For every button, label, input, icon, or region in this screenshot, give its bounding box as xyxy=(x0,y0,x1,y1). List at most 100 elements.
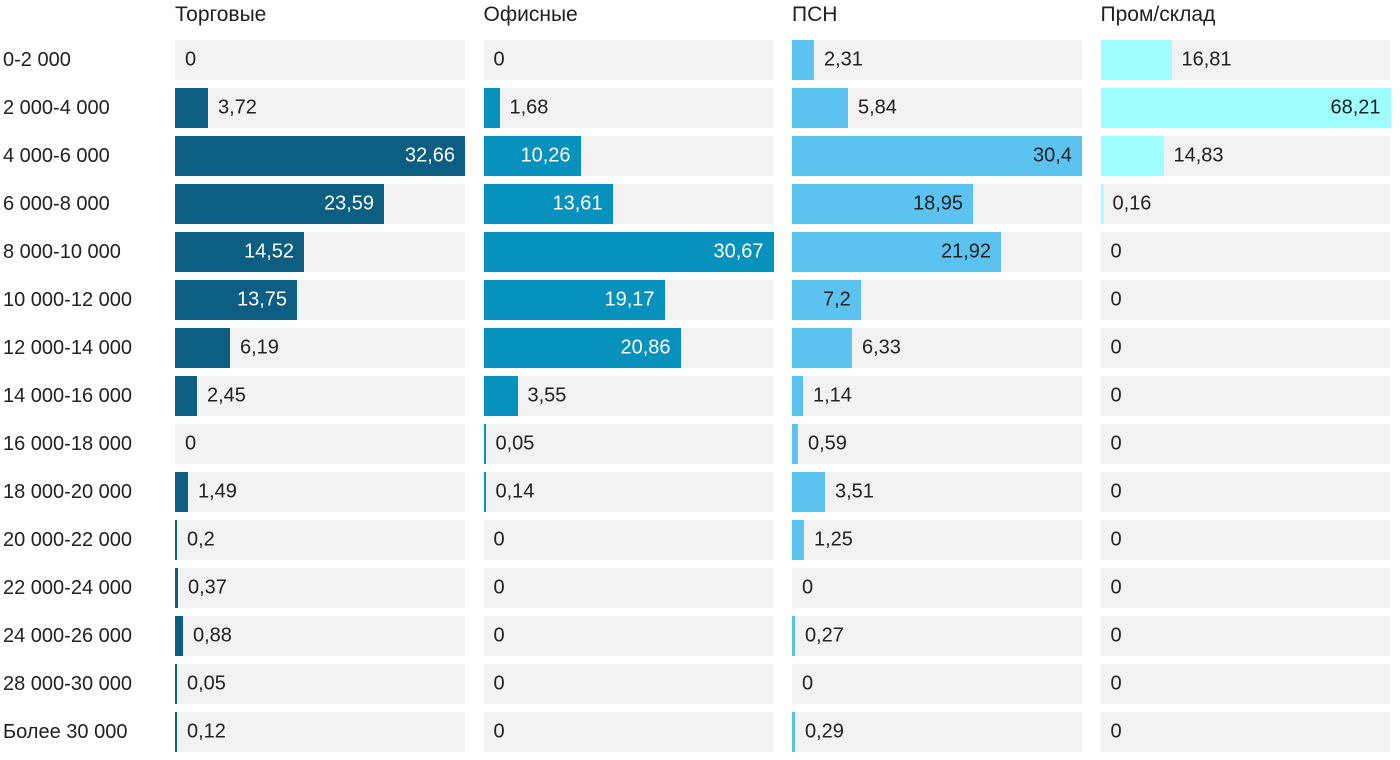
chart-cell: 0 xyxy=(792,664,1082,712)
value-label: 2,31 xyxy=(824,48,863,71)
chart-cell: 0,59 xyxy=(792,424,1082,472)
chart-cell: 5,84 xyxy=(792,88,1082,136)
value-label: 0,88 xyxy=(193,624,232,647)
bar xyxy=(175,520,177,560)
chart-cell: 1,68 xyxy=(483,88,773,136)
chart-cell: 14,83 xyxy=(1100,136,1390,184)
value-label: 2,45 xyxy=(207,384,246,407)
chart-cell: 0,05 xyxy=(483,424,773,472)
bar-track: 0 xyxy=(1100,328,1390,368)
value-label: 30,67 xyxy=(713,240,764,263)
value-label: 0,29 xyxy=(805,720,844,743)
chart-cell: 0 xyxy=(483,520,773,568)
chart-cell: 3,72 xyxy=(175,88,465,136)
chart-cell: 21,92 xyxy=(792,232,1082,280)
bar-track: 19,17 xyxy=(483,280,773,320)
bar-track: 0,88 xyxy=(175,616,465,656)
chart-cell: 0,14 xyxy=(483,472,773,520)
bar-track: 0 xyxy=(1100,520,1390,560)
bar-track: 0 xyxy=(483,520,773,560)
value-label: 0 xyxy=(802,576,814,599)
bar-track: 0 xyxy=(1100,616,1390,656)
value-label: 1,49 xyxy=(198,480,237,503)
value-label: 0 xyxy=(802,672,814,695)
value-label: 5,84 xyxy=(858,96,897,119)
value-label: 32,66 xyxy=(405,144,456,167)
row-label: Более 30 000 xyxy=(3,721,128,743)
bar xyxy=(483,280,665,320)
bar-track: 21,92 xyxy=(792,232,1082,272)
row-label: 10 000-12 000 xyxy=(3,289,133,311)
value-label: 0 xyxy=(1110,720,1122,743)
value-label: 0 xyxy=(1110,288,1122,311)
bar-track: 3,51 xyxy=(792,472,1082,512)
bar-track: 10,26 xyxy=(483,136,773,176)
column-header-prom-sklad: Пром/склад xyxy=(1100,3,1216,26)
bar-track: 0 xyxy=(483,712,773,752)
bar xyxy=(792,328,852,368)
bar xyxy=(175,376,197,416)
value-label: 0 xyxy=(1110,240,1122,263)
value-label: 3,55 xyxy=(527,384,567,407)
chart-cell: 20,86 xyxy=(483,328,773,376)
bar-track: 1,49 xyxy=(175,472,465,512)
bar xyxy=(792,88,848,128)
value-label: 0 xyxy=(493,672,505,695)
bar-track: 0 xyxy=(1100,472,1390,512)
bar xyxy=(483,328,681,368)
value-label: 0,59 xyxy=(808,432,847,455)
value-label: 14,83 xyxy=(1173,144,1224,167)
column-header-torgovye: Торговые xyxy=(175,3,267,26)
bar xyxy=(175,664,177,704)
value-label: 21,92 xyxy=(941,240,992,263)
bar xyxy=(792,472,825,512)
chart-cell: 1,14 xyxy=(792,376,1082,424)
row-label: 18 000-20 000 xyxy=(3,481,133,503)
chart-cell: 0,27 xyxy=(792,616,1082,664)
value-label: 14,52 xyxy=(244,240,295,263)
value-label: 0,05 xyxy=(187,672,226,695)
bar-track: 23,59 xyxy=(175,184,465,224)
bar-track: 13,75 xyxy=(175,280,465,320)
bar-track: 0,05 xyxy=(483,424,773,464)
bar xyxy=(792,184,973,224)
bar-track: 3,72 xyxy=(175,88,465,128)
column-header-psn: ПСН xyxy=(792,3,838,26)
bar-track: 30,4 xyxy=(792,136,1082,176)
chart-cell: 13,61 xyxy=(483,184,773,232)
value-label: 0,14 xyxy=(495,480,535,503)
value-label: 20,86 xyxy=(620,336,671,359)
bar-track: 0,37 xyxy=(175,568,465,608)
bar xyxy=(175,184,384,224)
bar-track: 0 xyxy=(792,664,1082,704)
value-label: 3,72 xyxy=(218,96,257,119)
chart-cell: 1,25 xyxy=(792,520,1082,568)
bar-track: 0 xyxy=(1100,568,1390,608)
chart-cell: 0 xyxy=(1100,232,1390,280)
chart-cell: 13,75 xyxy=(175,280,465,328)
bar-track: 0 xyxy=(792,568,1082,608)
chart-cell: 0,12 xyxy=(175,712,465,760)
bar-track: 0,05 xyxy=(175,664,465,704)
value-label: 0 xyxy=(1110,624,1122,647)
bar xyxy=(483,424,486,464)
chart-cell: 2,45 xyxy=(175,376,465,424)
chart-cell: 0 xyxy=(1100,472,1390,520)
value-label: 0,16 xyxy=(1112,192,1152,215)
chart-cell: 10,26 xyxy=(483,136,773,184)
chart-cell: 32,66 xyxy=(175,136,465,184)
bar-track: 14,83 xyxy=(1100,136,1390,176)
bar-track: 0,12 xyxy=(175,712,465,752)
bar xyxy=(1100,40,1172,80)
chart-cell: 0,88 xyxy=(175,616,465,664)
value-label: 10,26 xyxy=(520,144,571,167)
row-label: 22 000-24 000 xyxy=(3,577,133,599)
row-label: 12 000-14 000 xyxy=(3,337,133,359)
chart-cell: 1,49 xyxy=(175,472,465,520)
bar xyxy=(792,424,798,464)
chart-cell: 19,17 xyxy=(483,280,773,328)
value-label: 68,21 xyxy=(1330,96,1381,119)
bar-track: 0 xyxy=(1100,280,1390,320)
row-label: 2 000-4 000 xyxy=(3,97,110,119)
value-label: 1,68 xyxy=(509,96,549,119)
